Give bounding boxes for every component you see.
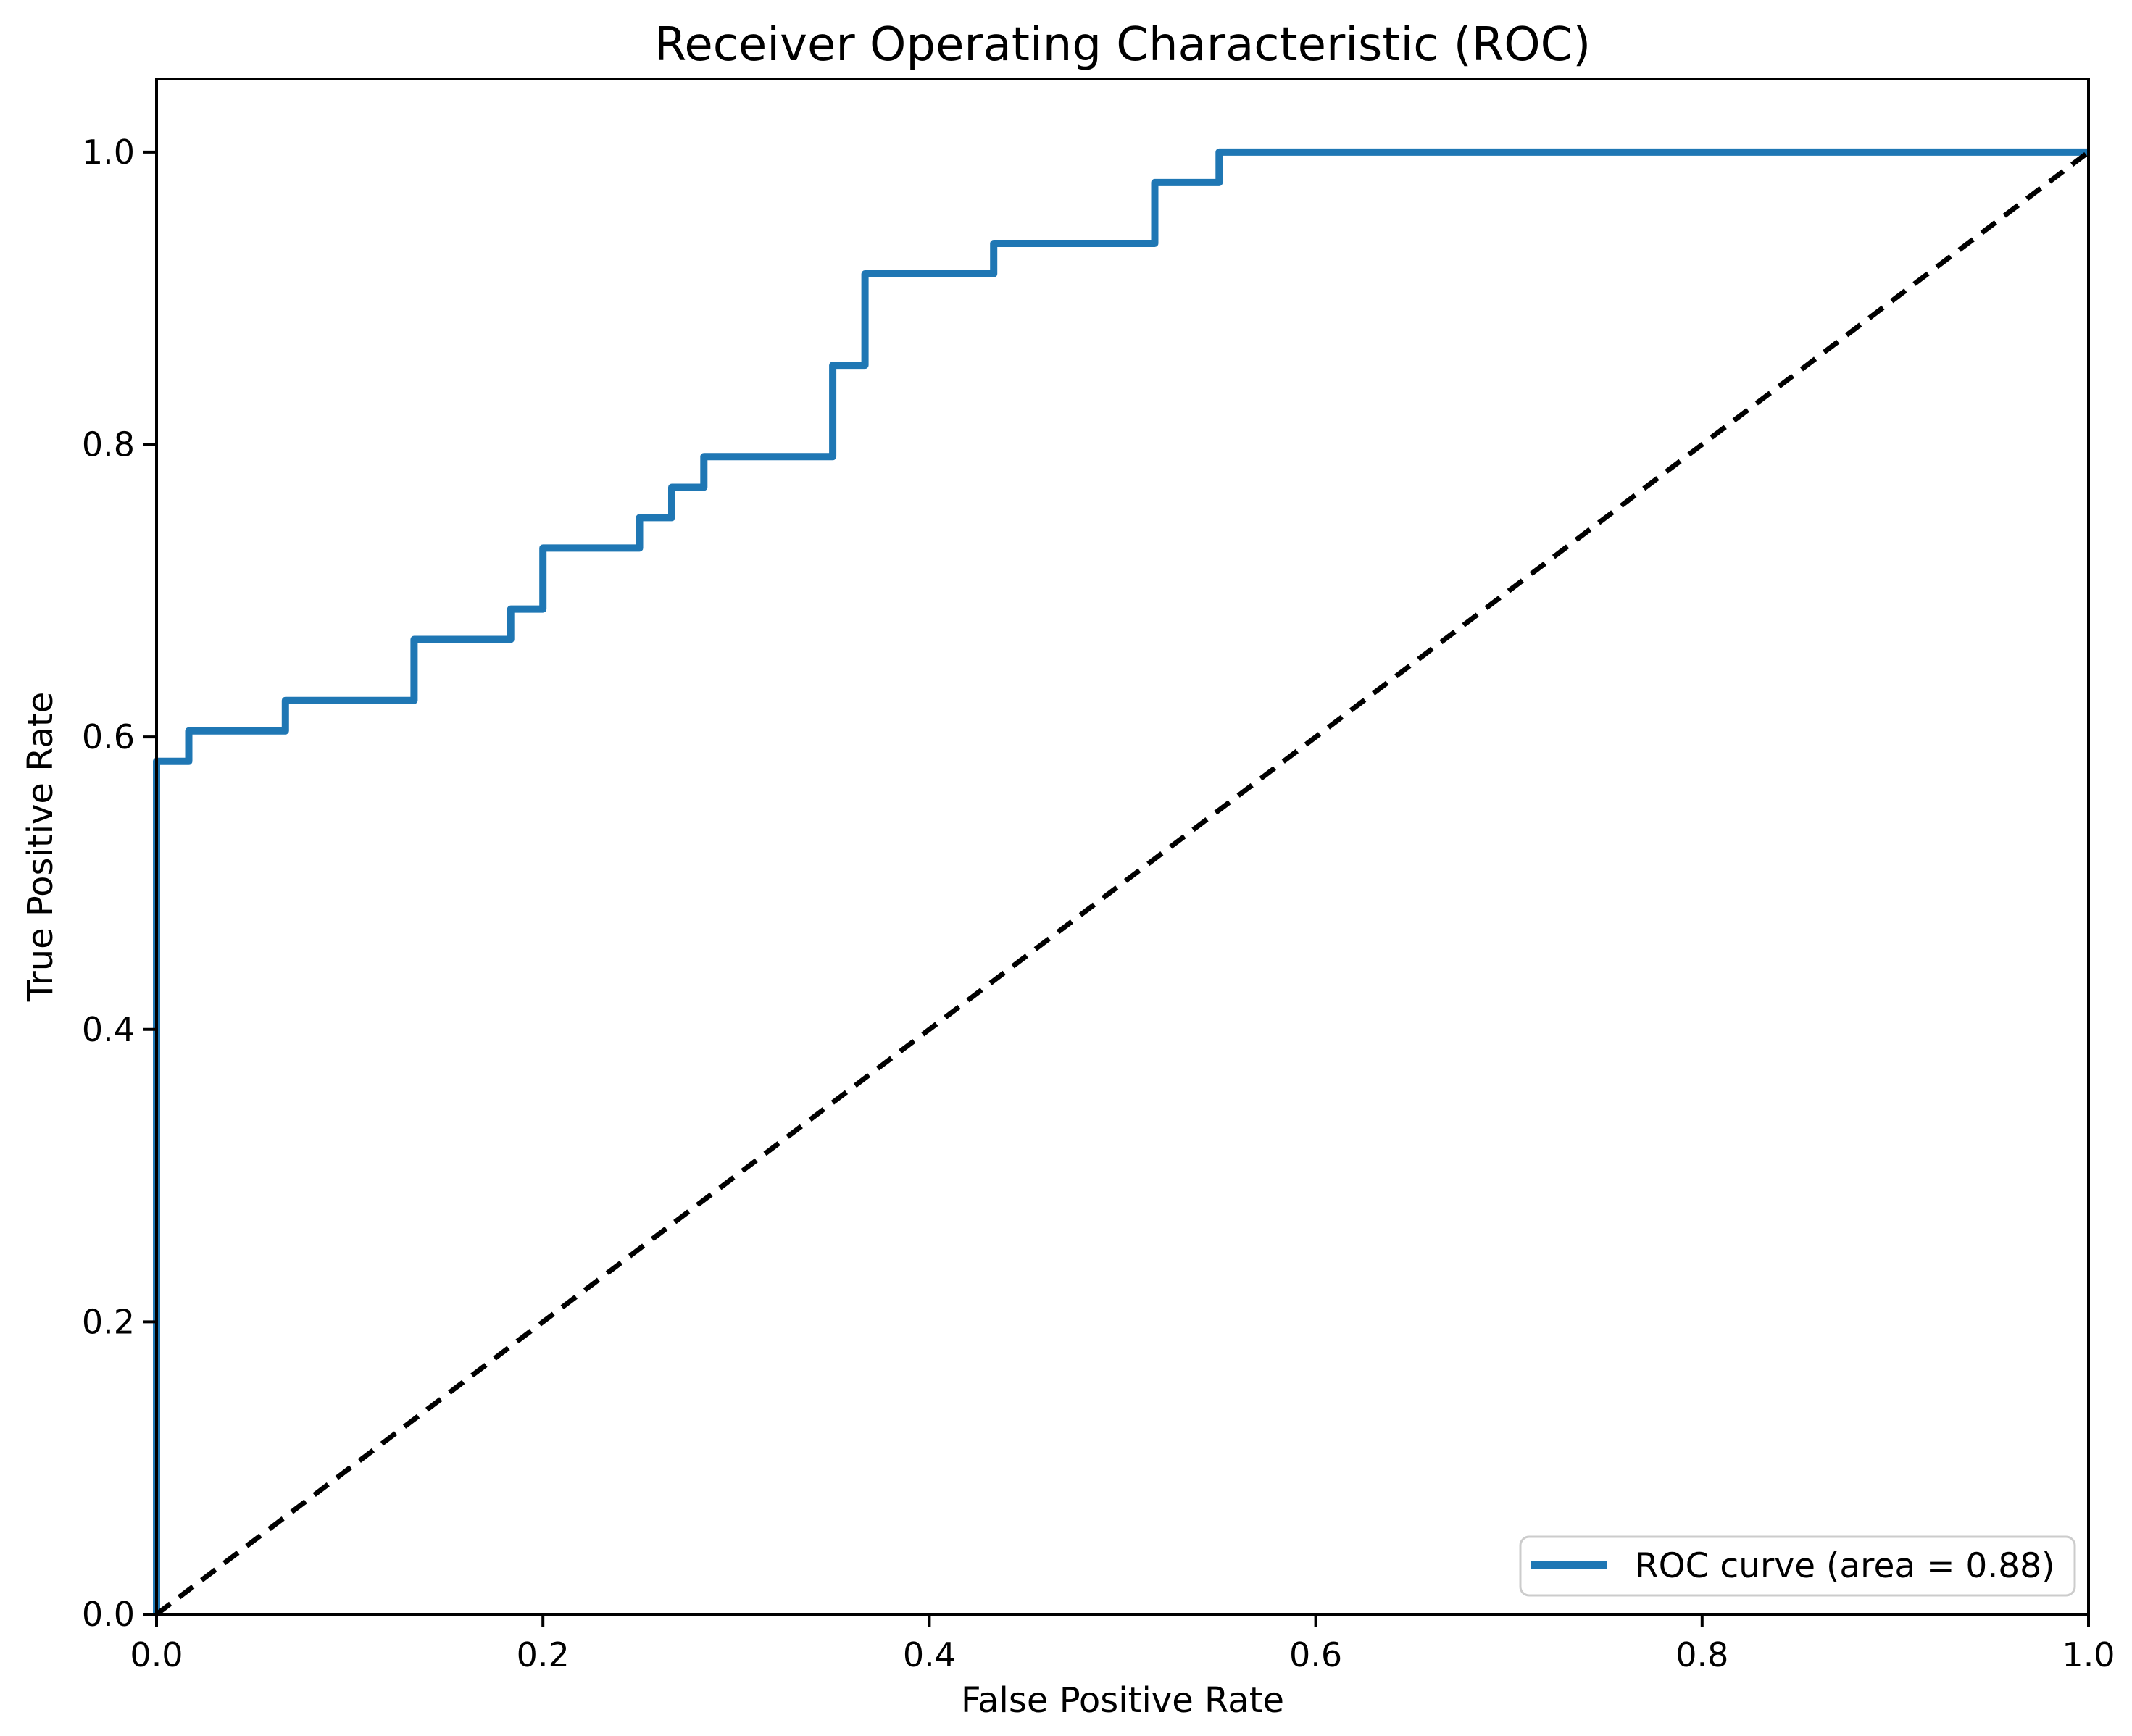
x-tick-label: 0.8 bbox=[1675, 1635, 1728, 1674]
legend-roc-label: ROC curve (area = 0.88) bbox=[1635, 1546, 2054, 1586]
y-tick-label: 0.2 bbox=[82, 1302, 135, 1341]
legend-box bbox=[1519, 1535, 2076, 1597]
x-axis-label: False Positive Rate bbox=[961, 1680, 1284, 1721]
chart-title: Receiver Operating Characteristic (ROC) bbox=[654, 18, 1591, 72]
x-tick-label: 0.4 bbox=[903, 1635, 956, 1674]
chance-diagonal-line bbox=[154, 150, 2091, 1616]
y-axis-label: True Positive Rate bbox=[20, 692, 61, 1003]
y-tick-label: 0.8 bbox=[82, 425, 135, 464]
legend: ROC curve (area = 0.88) bbox=[1519, 1535, 2076, 1597]
y-axis-ticks: 0.0 0.2 0.4 0.6 0.8 1.0 bbox=[82, 133, 157, 1634]
y-tick-label: 0.4 bbox=[82, 1010, 135, 1049]
y-tick-label: 0.0 bbox=[82, 1595, 135, 1634]
x-axis-ticks: 0.0 0.2 0.4 0.6 0.8 1.0 bbox=[130, 1614, 2115, 1674]
plot-series bbox=[153, 148, 2091, 1616]
x-tick-label: 0.0 bbox=[130, 1635, 183, 1674]
roc-curve-line bbox=[153, 148, 2089, 1614]
y-tick-label: 0.6 bbox=[82, 717, 135, 756]
x-tick-label: 0.2 bbox=[517, 1635, 570, 1674]
x-tick-label: 0.6 bbox=[1289, 1635, 1342, 1674]
y-tick-label: 1.0 bbox=[82, 133, 135, 172]
plot-border bbox=[155, 78, 2090, 1616]
x-tick-label: 1.0 bbox=[2062, 1635, 2115, 1674]
